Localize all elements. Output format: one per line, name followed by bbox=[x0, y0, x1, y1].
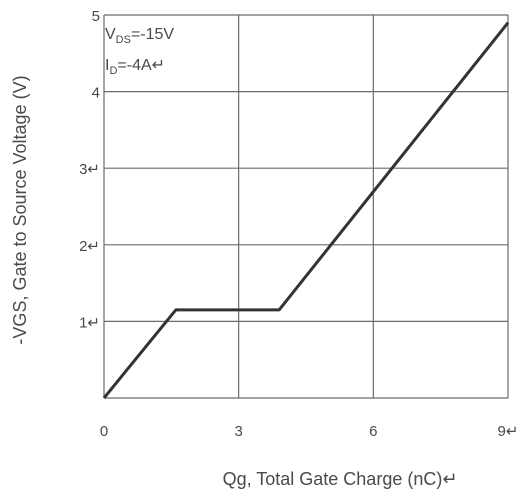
series-line bbox=[102, 21, 510, 399]
ticks-layer: 0 3 6 9↵ 1↵ 2↵ 3↵ 4 5 bbox=[79, 8, 518, 440]
y-tick-label: 2↵ bbox=[79, 238, 100, 255]
y-axis-title: -VGS, Gate to Source Voltage (V) bbox=[10, 75, 30, 344]
annotation-layer: VDS=-15V ID=-4A↵ bbox=[105, 26, 174, 77]
grid-layer bbox=[103, 14, 509, 399]
y-tick-label: 4 bbox=[92, 85, 100, 102]
x-tick-label: 0 bbox=[100, 423, 108, 440]
y-tick-label: 1↵ bbox=[79, 314, 100, 331]
x-axis-title: Qg, Total Gate Charge (nC)↵ bbox=[223, 469, 458, 489]
x-tick-label: 3 bbox=[234, 423, 242, 440]
y-tick-label: 5 bbox=[92, 8, 100, 25]
y-tick-label: 3↵ bbox=[79, 161, 100, 178]
x-tick-label: 6 bbox=[369, 423, 377, 440]
series-layer bbox=[102, 21, 510, 399]
x-tick-label: 9↵ bbox=[498, 423, 519, 440]
vds-annotation: VDS=-15V bbox=[105, 26, 174, 46]
id-annotation: ID=-4A↵ bbox=[105, 57, 165, 77]
